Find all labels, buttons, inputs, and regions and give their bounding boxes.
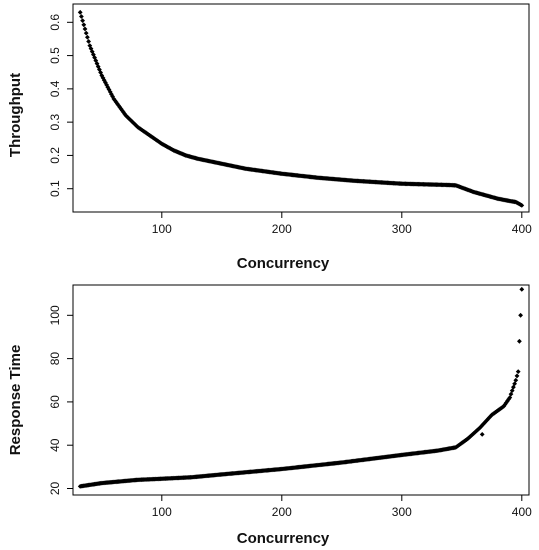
c1-data-point [77, 9, 83, 15]
c1-data-point [122, 111, 127, 117]
c2-y-tick-label: 80 [48, 352, 62, 366]
c2-y-tick-label: 100 [48, 305, 62, 325]
c1-y-tick-label: 0.1 [48, 180, 62, 197]
response-time-y-axis-label: Response Time [7, 345, 24, 456]
c2-data-point [519, 286, 525, 292]
c1-x-tick-label: 200 [272, 222, 292, 236]
c2-x-tick-label: 200 [272, 505, 292, 519]
throughput-plot-frame [72, 3, 530, 213]
response-time-plot-frame [72, 284, 530, 496]
c1-x-tick-label: 300 [392, 222, 412, 236]
response-time-x-axis-label: Concurrency [237, 530, 330, 547]
c2-x-tick-label: 300 [392, 505, 412, 519]
c2-data-point [513, 377, 519, 383]
c2-data-point [484, 417, 490, 423]
throughput-y-axis-label: Throughput [7, 73, 24, 157]
c1-data-point [81, 22, 87, 28]
c1-data-point [83, 30, 89, 36]
c1-y-tick-label: 0.6 [48, 14, 62, 31]
c1-data-point [115, 101, 120, 107]
c1-y-tick-label: 0.5 [48, 47, 62, 64]
c1-data-point [82, 26, 88, 32]
c1-data-point [80, 18, 85, 24]
throughput-x-axis-label: Concurrency [237, 255, 330, 272]
c2-data-point [478, 424, 484, 429]
c2-y-tick-label: 20 [48, 482, 62, 496]
c2-data-point [514, 373, 520, 379]
c1-data-point [107, 89, 113, 95]
c1-data-point [519, 202, 525, 208]
c2-y-tick-label: 40 [48, 438, 62, 452]
c1-data-point [109, 91, 114, 97]
c2-y-tick-label: 60 [48, 395, 62, 409]
c2-data-point [518, 312, 523, 318]
c1-data-point [113, 99, 119, 105]
c2-data-point [515, 369, 521, 374]
c1-data-point [104, 82, 109, 88]
c1-y-tick-label: 0.2 [48, 147, 62, 164]
c1-data-point [95, 64, 101, 69]
c1-data-point [111, 96, 117, 102]
c1-data-point [98, 70, 103, 75]
c1-data-point [86, 39, 91, 44]
c2-data-point [502, 402, 508, 407]
c1-data-point [91, 52, 96, 57]
response-time-chart: 20 40 60 80 100 100 200 300 400 Concurrency Res… [7, 284, 532, 547]
c1-x-tick-label: 400 [512, 222, 532, 236]
c2-data-point [507, 395, 513, 400]
c2-x-tick-label: 100 [152, 505, 172, 519]
c1-data-point [101, 77, 107, 83]
c1-data-point [89, 49, 95, 54]
c2-data-point [479, 431, 485, 437]
c1-y-tick-label: 0.4 [48, 80, 62, 97]
c1-x-tick-label: 100 [152, 222, 172, 236]
c2-data-point [517, 338, 522, 344]
c1-data-point [121, 109, 126, 115]
c1-data-point [92, 55, 97, 60]
c1-data-point [85, 34, 90, 40]
c1-data-point [105, 84, 111, 90]
c2-x-tick-label: 400 [512, 505, 532, 519]
c1-data-point [79, 14, 84, 19]
throughput-chart: 0.1 0.2 0.3 0.4 0.5 0.6 100 200 300 400 Concurre… [7, 3, 532, 272]
c1-y-tick-label: 0.3 [48, 113, 62, 130]
